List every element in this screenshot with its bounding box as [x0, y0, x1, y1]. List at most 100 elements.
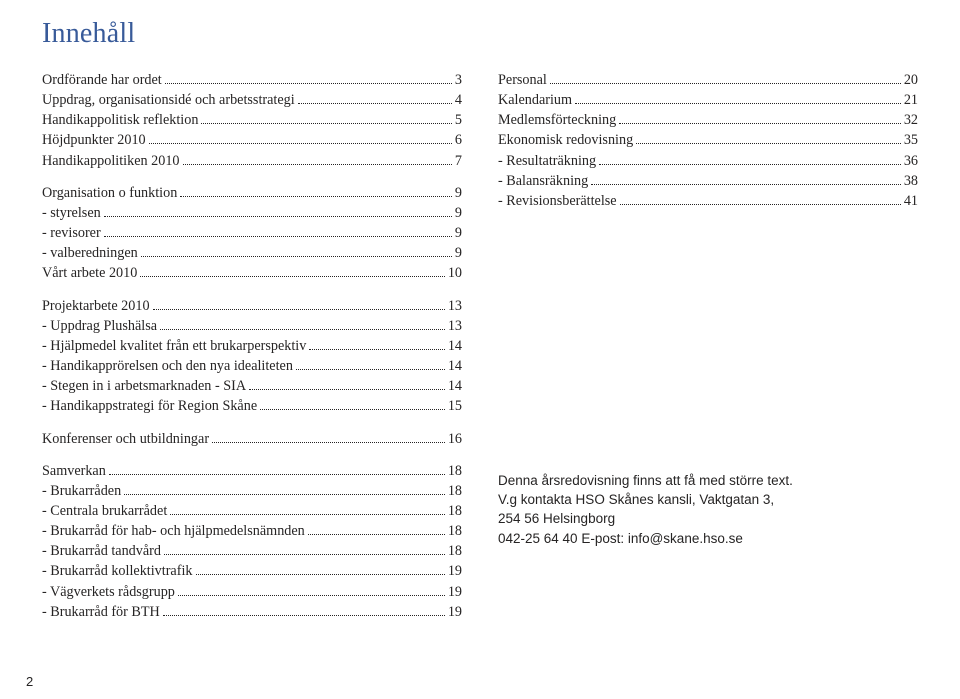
toc-row: - Resultaträkning 36 [498, 151, 918, 171]
toc-dots [619, 123, 901, 124]
toc-columns: Ordförande har ordet3Uppdrag, organisati… [42, 70, 918, 634]
toc-row: - Vägverkets rådsgrupp19 [42, 582, 462, 602]
toc-row: Samverkan18 [42, 461, 462, 481]
toc-row: Kalendarium21 [498, 90, 918, 110]
toc-label: - Resultaträkning [498, 151, 596, 171]
page-title: Innehåll [42, 18, 918, 50]
toc-page-number: 32 [904, 110, 918, 130]
toc-page-number: 13 [448, 296, 462, 316]
toc-row: Höjdpunkter 2010 6 [42, 130, 462, 150]
toc-label: - Centrala brukarrådet [42, 501, 167, 521]
toc-page-number: 9 [455, 243, 462, 263]
toc-label: - styrelsen [42, 203, 101, 223]
toc-label: - Handikappstrategi för Region Skåne [42, 396, 257, 416]
toc-dots [141, 256, 452, 257]
toc-page-number: 15 [448, 396, 462, 416]
toc-page-number: 21 [904, 90, 918, 110]
toc-row: - Brukarråd tandvård 18 [42, 541, 462, 561]
toc-row: - Hjälpmedel kvalitet från ett brukarper… [42, 336, 462, 356]
toc-row: Organisation o funktion 9 [42, 183, 462, 203]
toc-label: Personal [498, 70, 547, 90]
toc-dots [124, 494, 445, 495]
toc-label: Medlemsförteckning [498, 110, 616, 130]
toc-row: - Stegen in i arbetsmarknaden - SIA14 [42, 376, 462, 396]
toc-dots [160, 329, 445, 330]
toc-row: Uppdrag, organisationsidé och arbetsstra… [42, 90, 462, 110]
toc-group: Projektarbete 2010 13- Uppdrag Plushälsa1… [42, 296, 462, 417]
toc-dots [575, 103, 901, 104]
toc-dots [140, 276, 444, 277]
toc-label: - Balansräkning [498, 171, 588, 191]
toc-row: Konferenser och utbildningar16 [42, 429, 462, 449]
footnote-line: 042-25 64 40 E-post: info@skane.hso.se [498, 529, 918, 548]
footnote: Denna årsredovisning finns att få med st… [498, 471, 918, 548]
toc-dots [165, 83, 452, 84]
toc-group: Organisation o funktion 9 - styrelsen 9 - re… [42, 183, 462, 284]
toc-row: Personal 20 [498, 70, 918, 90]
toc-row: - Handikappstrategi för Region Skåne 15 [42, 396, 462, 416]
toc-label: - Brukarråd tandvård [42, 541, 161, 561]
toc-page-number: 14 [448, 336, 462, 356]
footnote-line: V.g kontakta HSO Skånes kansli, Vaktgata… [498, 490, 918, 509]
toc-label: Uppdrag, organisationsidé och arbetsstra… [42, 90, 295, 110]
toc-page-number: 18 [448, 541, 462, 561]
toc-page-number: 18 [448, 481, 462, 501]
toc-page-number: 41 [904, 191, 918, 211]
toc-label: - Hjälpmedel kvalitet från ett brukarper… [42, 336, 306, 356]
toc-page-number: 10 [448, 263, 462, 283]
toc-label: Ekonomisk redovisning [498, 130, 633, 150]
toc-dots [104, 236, 452, 237]
toc-page-number: 36 [904, 151, 918, 171]
toc-label: - Handikapprörelsen och den nya idealite… [42, 356, 293, 376]
toc-label: - revisorer [42, 223, 101, 243]
toc-label: - Brukarråd för BTH [42, 602, 160, 622]
toc-label: Organisation o funktion [42, 183, 177, 203]
toc-row: - Balansräkning 38 [498, 171, 918, 191]
toc-label: - Brukarråd för hab- och hjälpmedelsnämn… [42, 521, 305, 541]
toc-page-number: 19 [448, 602, 462, 622]
toc-dots [196, 574, 445, 575]
toc-dots [308, 534, 445, 535]
toc-right-column: Personal 20Kalendarium21Medlemsförtecknin… [498, 70, 918, 634]
toc-dots [249, 389, 445, 390]
toc-row: - Brukarråden18 [42, 481, 462, 501]
toc-dots [178, 595, 445, 596]
toc-page-number: 7 [455, 151, 462, 171]
toc-dots [212, 442, 445, 443]
toc-page-number: 6 [455, 130, 462, 150]
toc-page-number: 18 [448, 461, 462, 481]
toc-row: - valberedningen9 [42, 243, 462, 263]
toc-dots [149, 143, 452, 144]
toc-page-number: 38 [904, 171, 918, 191]
toc-page-number: 18 [448, 501, 462, 521]
toc-dots [296, 369, 445, 370]
toc-dots [550, 83, 901, 84]
toc-row: - Brukarråd för hab- och hjälpmedelsnämn… [42, 521, 462, 541]
toc-label: - Brukarråd kollektivtrafik [42, 561, 193, 581]
footnote-line: Denna årsredovisning finns att få med st… [498, 471, 918, 490]
toc-dots [620, 204, 901, 205]
toc-row: - Uppdrag Plushälsa13 [42, 316, 462, 336]
toc-row: - Brukarråd för BTH 19 [42, 602, 462, 622]
toc-label: Handikappolitisk reflektion [42, 110, 198, 130]
toc-group: Konferenser och utbildningar16 [42, 429, 462, 449]
toc-row: Projektarbete 2010 13 [42, 296, 462, 316]
toc-page-number: 13 [448, 316, 462, 336]
toc-row: Medlemsförteckning 32 [498, 110, 918, 130]
toc-row: Ordförande har ordet3 [42, 70, 462, 90]
toc-label: Ordförande har ordet [42, 70, 162, 90]
toc-group: Samverkan18- Brukarråden18- Centrala bru… [42, 461, 462, 622]
toc-page-number: 19 [448, 561, 462, 581]
toc-page-number: 9 [455, 203, 462, 223]
toc-dots [153, 309, 445, 310]
toc-label: Projektarbete 2010 [42, 296, 150, 316]
toc-page-number: 9 [455, 183, 462, 203]
toc-page-number: 20 [904, 70, 918, 90]
toc-label: Höjdpunkter 2010 [42, 130, 146, 150]
toc-group: Ordförande har ordet3Uppdrag, organisati… [42, 70, 462, 171]
toc-dots [298, 103, 452, 104]
footnote-line: 254 56 Helsingborg [498, 509, 918, 528]
toc-label: - Stegen in i arbetsmarknaden - SIA [42, 376, 246, 396]
toc-page-number: 14 [448, 356, 462, 376]
toc-page-number: 5 [455, 110, 462, 130]
